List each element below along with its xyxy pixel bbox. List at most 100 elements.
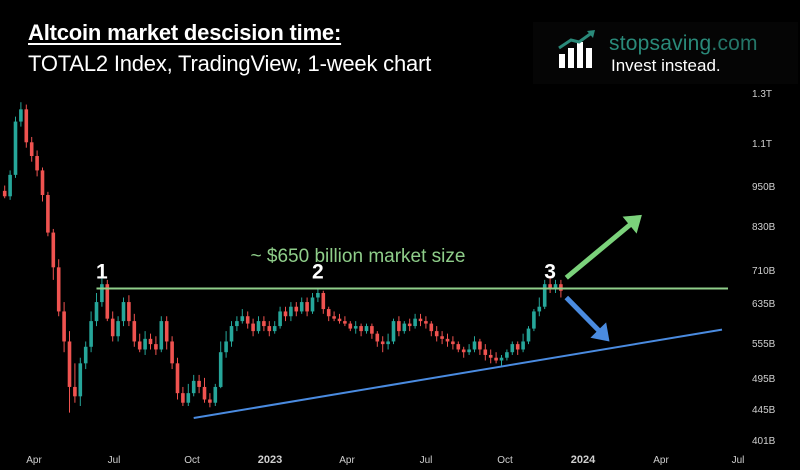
candle xyxy=(197,374,201,394)
candle-body xyxy=(240,316,245,322)
candle-body xyxy=(532,311,536,329)
candle-body xyxy=(78,363,83,397)
candle-body xyxy=(305,302,309,312)
candle xyxy=(208,393,212,408)
candle xyxy=(499,354,504,367)
candle-body xyxy=(164,321,169,342)
candle-body xyxy=(8,174,12,197)
candle-body xyxy=(159,321,164,350)
candle xyxy=(116,316,120,342)
candle xyxy=(283,306,288,322)
candle-body xyxy=(526,328,531,342)
candle-body xyxy=(251,323,255,332)
candle-body xyxy=(359,326,363,332)
candle-body xyxy=(413,318,417,327)
candle-body xyxy=(326,309,331,317)
candle xyxy=(380,336,385,353)
candle-body xyxy=(35,156,39,171)
candle xyxy=(542,279,547,310)
y-tick-label: 495B xyxy=(752,374,776,385)
pivot-label-2: 2 xyxy=(312,261,324,284)
candle-body xyxy=(181,393,185,403)
up-arrow xyxy=(564,214,642,280)
candle-body xyxy=(62,311,66,342)
candle-body xyxy=(499,357,504,361)
candle-body xyxy=(208,399,212,403)
brand-tagline: Invest instead. xyxy=(611,56,721,75)
candle xyxy=(272,321,277,334)
candle-body xyxy=(294,306,299,312)
candle-body xyxy=(283,311,288,317)
candle xyxy=(83,341,88,370)
candle-body xyxy=(148,338,153,345)
candle-body xyxy=(548,284,552,289)
candle xyxy=(440,331,444,345)
candle xyxy=(505,349,509,361)
candle-body xyxy=(13,121,18,175)
candle xyxy=(488,349,493,364)
candle xyxy=(337,313,342,324)
brand-logo: stopsaving.com Invest instead. xyxy=(533,22,798,84)
x-tick-label: Jul xyxy=(108,455,121,466)
x-tick-label: Jul xyxy=(420,455,433,466)
candle xyxy=(553,279,558,293)
candle-body xyxy=(451,341,455,345)
candle xyxy=(132,313,137,347)
x-tick-label: Apr xyxy=(653,455,669,466)
candle-body xyxy=(429,323,434,332)
candle xyxy=(483,344,488,361)
candle xyxy=(105,279,110,322)
candle-body xyxy=(89,321,93,347)
candle-body xyxy=(256,321,261,332)
y-tick-label: 635B xyxy=(752,299,776,310)
candle-body xyxy=(272,326,277,332)
candle-body xyxy=(197,380,201,387)
candle xyxy=(267,321,272,337)
candle-body xyxy=(456,344,461,350)
candle-body xyxy=(202,386,207,400)
candle-body xyxy=(418,318,423,322)
candle xyxy=(181,386,185,406)
candle xyxy=(78,357,83,406)
candle-body xyxy=(483,349,488,355)
candle xyxy=(40,167,45,202)
candle-body xyxy=(175,363,180,394)
candle-body xyxy=(19,109,23,122)
candle-body xyxy=(40,170,45,196)
candle xyxy=(386,333,390,350)
candle xyxy=(326,306,331,322)
candle-body xyxy=(83,346,88,364)
candle-body xyxy=(29,142,34,157)
bar-chart-arrow-icon xyxy=(558,30,595,68)
candle-body xyxy=(370,326,374,334)
candle xyxy=(213,383,218,406)
candle xyxy=(316,288,320,303)
candle-body xyxy=(386,341,390,345)
candle xyxy=(62,302,66,353)
candle xyxy=(89,311,93,353)
candle xyxy=(451,336,455,350)
candle xyxy=(8,170,12,200)
x-tick-label: 2023 xyxy=(258,454,282,466)
candle xyxy=(537,297,542,317)
candle xyxy=(224,331,228,358)
x-tick-label: Apr xyxy=(26,455,42,466)
y-tick-label: 710B xyxy=(752,266,776,277)
candle xyxy=(154,336,158,355)
candle-body xyxy=(24,109,29,143)
candle xyxy=(13,116,18,178)
candle xyxy=(121,297,126,327)
candle-body xyxy=(127,302,131,322)
candle-body xyxy=(299,302,304,312)
candle xyxy=(472,336,477,353)
candle xyxy=(137,333,142,353)
candle xyxy=(402,321,407,334)
candle xyxy=(100,275,104,307)
y-tick-label: 401B xyxy=(752,436,776,447)
candle-body xyxy=(46,195,50,233)
candle xyxy=(456,341,461,353)
brand-name-suffix: .com xyxy=(711,32,758,55)
brand-name: stopsaving.com xyxy=(609,32,758,56)
